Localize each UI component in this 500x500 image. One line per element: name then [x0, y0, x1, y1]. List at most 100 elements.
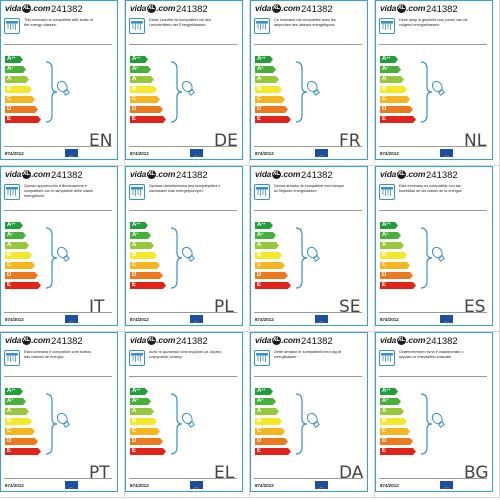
- energy-class-scale: A++ A+ A B C D E: [380, 56, 420, 128]
- energy-class-bar: A: [255, 408, 279, 415]
- energy-class-letter: E: [382, 116, 387, 122]
- energy-class-letter: A++: [257, 56, 266, 62]
- energy-class-bar: D: [255, 272, 288, 279]
- energy-class-bar: A+: [130, 66, 151, 73]
- energy-class-bar: C: [5, 428, 35, 435]
- energy-class-bar: B: [130, 252, 157, 259]
- energy-class-bar: D: [380, 106, 413, 113]
- energy-class-bar: C: [255, 96, 285, 103]
- luminaire-icon: [4, 184, 20, 200]
- divider: [4, 376, 112, 377]
- energy-class-letter: D: [7, 272, 12, 278]
- energy-class-letter: B: [382, 418, 387, 424]
- energy-class-bar: A+: [255, 398, 276, 405]
- brand-logo: vidaXL.com: [5, 335, 50, 346]
- energy-class-letter: D: [257, 272, 262, 278]
- eu-flag-icon: [440, 315, 453, 327]
- energy-label: vidaXL.com 241382 Осветителното тяло е с…: [375, 332, 493, 493]
- divider: [4, 312, 112, 313]
- energy-class-letter: C: [132, 428, 137, 434]
- energy-class-letter: A++: [7, 56, 16, 62]
- energy-class-bar: C: [130, 96, 160, 103]
- energy-class-letter: A: [382, 408, 387, 414]
- energy-class-plus: +: [386, 232, 389, 236]
- energy-class-bar: E: [255, 116, 291, 123]
- brace-icon: [170, 227, 183, 289]
- divider: [254, 44, 362, 45]
- logo-suffix: .com: [281, 169, 301, 179]
- bulb-icon: [56, 246, 70, 262]
- logo-x-mark: XL: [21, 170, 31, 180]
- energy-class-letter: A: [382, 76, 387, 82]
- model-number: 241382: [176, 4, 208, 15]
- model-number: 241382: [51, 336, 83, 347]
- energy-class-plus: +: [11, 398, 14, 402]
- energy-label: vidaXL.com 241382 Ce luminaire est compa…: [250, 0, 368, 161]
- energy-class-letter: B: [132, 418, 137, 424]
- divider: [379, 376, 487, 377]
- energy-label: vidaXL.com 241382 Denna armatur är kompa…: [250, 166, 368, 327]
- brand-logo: vidaXL.com: [380, 335, 425, 346]
- energy-class-plus: +: [11, 66, 14, 70]
- bulb-icon: [181, 412, 195, 428]
- energy-class-letter: C: [382, 262, 387, 268]
- energy-class-letter: B: [132, 252, 137, 258]
- energy-class-bar: B: [380, 418, 407, 425]
- energy-class-letter: D: [257, 438, 262, 444]
- regulation-number: 874/2012: [5, 317, 24, 322]
- luminaire-icon: [4, 18, 20, 34]
- label-cell: vidaXL.com 241382 Diese Leuchte ist komp…: [125, 0, 250, 166]
- energy-class-bar: A++: [5, 222, 23, 229]
- energy-class-letter: E: [132, 282, 137, 288]
- compatibility-text: Esta luminaria es compatible con las bom…: [399, 184, 463, 193]
- bulb-icon: [56, 80, 70, 96]
- energy-class-letter: D: [257, 106, 262, 112]
- divider: [4, 210, 112, 211]
- logo-x-mark: XL: [396, 336, 406, 346]
- energy-class-bar: A++: [5, 388, 23, 395]
- eu-flag-icon: [65, 481, 78, 493]
- energy-class-letter: B: [257, 418, 262, 424]
- model-number: 241382: [301, 4, 333, 15]
- logo-suffix: .com: [156, 3, 176, 13]
- logo-prefix: vida: [5, 169, 22, 179]
- eu-flag-icon: [440, 149, 453, 161]
- energy-class-bar: A: [380, 242, 404, 249]
- eu-flag-icon: [190, 481, 203, 493]
- energy-class-scale: A++ A+ A B C D E: [5, 388, 45, 460]
- luminaire-icon: [129, 18, 145, 34]
- divider: [379, 312, 487, 313]
- label-cell: vidaXL.com 241382 Esta luminaria es comp…: [375, 166, 500, 332]
- compatibility-text: Questo apparecchio d'illuminazione è com…: [24, 184, 93, 198]
- energy-class-scale: A++ A+ A B C D E: [380, 388, 420, 460]
- energy-class-scale: A++ A+ A B C D E: [5, 222, 45, 294]
- energy-class-bar: A: [5, 76, 29, 83]
- model-number: 241382: [301, 170, 333, 181]
- energy-class-letter: A++: [382, 222, 391, 228]
- energy-class-plus: +: [261, 66, 264, 70]
- energy-class-bar: A++: [255, 222, 273, 229]
- brand-logo: vidaXL.com: [5, 3, 50, 14]
- energy-label: vidaXL.com 241382 Deze lamp is geschikt …: [375, 0, 493, 161]
- brand-logo: vidaXL.com: [380, 169, 425, 180]
- energy-class-bar: D: [380, 438, 413, 445]
- logo-prefix: vida: [255, 169, 272, 179]
- eu-flag-icon: [315, 315, 328, 327]
- energy-class-letter: A: [257, 242, 262, 248]
- energy-class-bar: E: [130, 448, 166, 455]
- luminaire-icon: [254, 350, 270, 366]
- logo-x-mark: XL: [146, 336, 156, 346]
- model-number: 241382: [176, 336, 208, 347]
- energy-class-bar: A++: [380, 56, 398, 63]
- energy-class-bar: A+: [5, 398, 26, 405]
- eu-flag-icon: [190, 315, 203, 327]
- bulb-icon: [431, 246, 445, 262]
- energy-class-letter: A++: [382, 388, 391, 394]
- logo-x-mark: XL: [271, 4, 281, 14]
- energy-class-letter: A+: [382, 398, 389, 404]
- bulb-icon: [306, 246, 320, 262]
- divider: [129, 210, 237, 211]
- model-number: 241382: [426, 170, 458, 181]
- energy-class-letter: A+: [257, 232, 264, 238]
